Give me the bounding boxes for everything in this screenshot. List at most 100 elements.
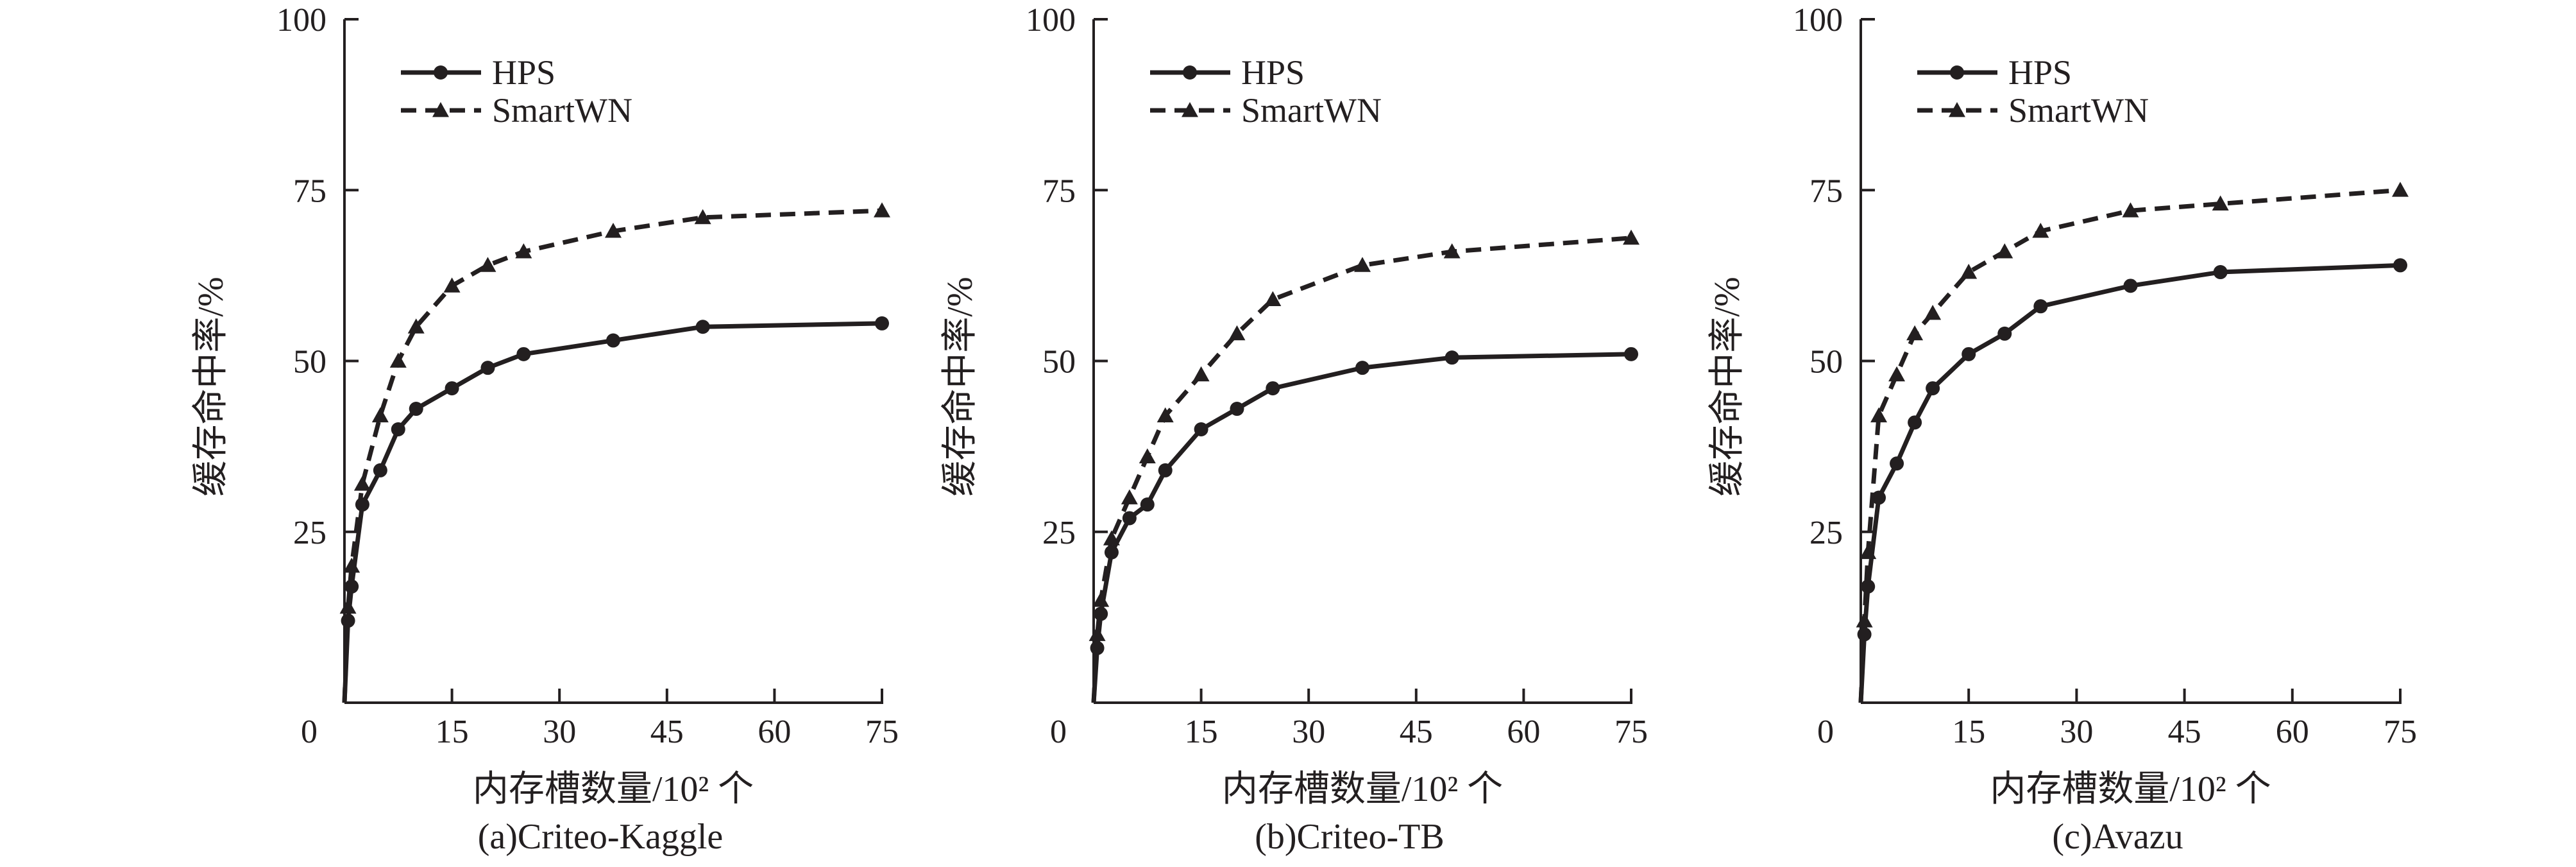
data-point bbox=[1158, 463, 1173, 477]
data-point bbox=[1962, 347, 1976, 361]
legend-label: HPS bbox=[1241, 53, 1305, 92]
data-point bbox=[1122, 511, 1137, 526]
x-tick-label: 15 bbox=[1952, 714, 1985, 750]
data-point bbox=[1089, 626, 1106, 641]
x-tick-label: 30 bbox=[1292, 714, 1325, 750]
y-axis-title: 缓存命中率/% bbox=[1707, 277, 1747, 496]
series-line bbox=[342, 208, 883, 703]
data-point bbox=[443, 277, 461, 293]
data-point bbox=[373, 463, 387, 477]
series-hps bbox=[341, 316, 889, 703]
origin-label: 0 bbox=[1050, 714, 1067, 750]
data-point bbox=[1960, 264, 1978, 279]
y-tick-label: 25 bbox=[293, 515, 326, 551]
y-tick-label: 25 bbox=[1042, 515, 1076, 551]
data-point bbox=[2393, 258, 2407, 273]
data-point bbox=[1264, 291, 1282, 307]
data-point bbox=[1355, 361, 1369, 375]
x-tick-label: 60 bbox=[2276, 714, 2309, 750]
data-point bbox=[1872, 490, 1886, 505]
data-point bbox=[1443, 243, 1461, 259]
data-point bbox=[1140, 497, 1155, 512]
data-point bbox=[605, 223, 622, 238]
legend-marker bbox=[1183, 65, 1197, 80]
chart-panel-2: 25 50 75 100 0 15 30 45 60 75 内存槽数量/10² 个 缓存命中率/% (b… bbox=[940, 2, 1648, 857]
y-tick-label: 50 bbox=[1809, 344, 1843, 381]
y-tick-label: 75 bbox=[1042, 173, 1076, 209]
data-point bbox=[353, 476, 371, 491]
data-point bbox=[391, 422, 405, 436]
legend-label: SmartWN bbox=[2008, 91, 2149, 130]
x-tick-label: 45 bbox=[1400, 714, 1433, 750]
series-smartwn bbox=[1089, 229, 1640, 703]
data-point bbox=[1906, 325, 1924, 341]
data-point bbox=[1266, 381, 1280, 396]
data-point bbox=[606, 333, 620, 348]
series-line bbox=[1091, 236, 1632, 703]
data-point bbox=[1121, 489, 1138, 504]
y-tick-label: 100 bbox=[1793, 2, 1843, 39]
data-point bbox=[343, 558, 360, 573]
data-point bbox=[1860, 544, 1877, 560]
legend-marker bbox=[1949, 102, 1965, 117]
y-axis-title: 缓存命中率/% bbox=[940, 277, 980, 496]
data-point bbox=[515, 243, 532, 259]
data-point bbox=[371, 407, 389, 423]
legend-marker bbox=[1950, 65, 1964, 80]
data-point bbox=[1092, 592, 1110, 607]
data-point bbox=[874, 202, 890, 218]
data-point bbox=[1139, 448, 1156, 463]
data-point bbox=[339, 598, 357, 614]
y-tick-label: 75 bbox=[293, 173, 326, 209]
origin-label: 0 bbox=[301, 714, 318, 750]
data-point bbox=[2213, 265, 2228, 280]
data-point bbox=[389, 352, 407, 368]
data-point bbox=[1445, 350, 1459, 365]
data-point bbox=[2392, 182, 2409, 197]
x-tick-label: 15 bbox=[1185, 714, 1218, 750]
data-point bbox=[1192, 366, 1210, 382]
x-axis-title: 内存槽数量/10² 个 bbox=[1222, 769, 1503, 809]
y-tick-label: 75 bbox=[1809, 173, 1843, 209]
x-tick-label: 60 bbox=[758, 714, 791, 750]
x-axis-title: 内存槽数量/10² 个 bbox=[473, 769, 754, 809]
y-tick-label: 100 bbox=[1026, 2, 1076, 39]
x-tick-label: 30 bbox=[2060, 714, 2093, 750]
data-point bbox=[479, 257, 496, 272]
origin-label: 0 bbox=[1817, 714, 1834, 750]
data-point bbox=[2123, 279, 2138, 293]
x-tick-label: 30 bbox=[543, 714, 576, 750]
data-point bbox=[1857, 627, 1872, 642]
data-point bbox=[875, 316, 889, 330]
chart-panel-3: 25 50 75 100 0 15 30 45 60 75 内存槽数量/10² 个 缓存命中率/% (c… bbox=[1707, 2, 2417, 857]
data-point bbox=[516, 347, 531, 361]
data-point bbox=[1888, 366, 1906, 382]
y-axis-title: 缓存命中率/% bbox=[191, 277, 231, 496]
series-hps bbox=[1857, 258, 2407, 703]
x-tick-label: 75 bbox=[2384, 714, 2417, 750]
x-tick-label: 45 bbox=[2168, 714, 2201, 750]
x-tick-label: 75 bbox=[1614, 714, 1648, 750]
data-point bbox=[1624, 347, 1638, 361]
data-point bbox=[1354, 257, 1371, 272]
y-tick-label: 100 bbox=[276, 2, 326, 39]
y-tick-label: 50 bbox=[293, 344, 326, 381]
data-point bbox=[695, 320, 710, 334]
data-point bbox=[1194, 422, 1208, 436]
series-smartwn bbox=[1856, 182, 2409, 703]
y-tick-label: 25 bbox=[1809, 515, 1843, 551]
series-hps bbox=[1090, 347, 1638, 703]
legend-marker bbox=[432, 102, 449, 117]
series-line bbox=[1858, 262, 2401, 703]
data-point bbox=[1890, 456, 1904, 471]
series-line bbox=[1091, 352, 1632, 703]
data-point bbox=[480, 361, 495, 375]
legend-marker bbox=[434, 65, 448, 80]
data-point bbox=[1103, 530, 1120, 545]
data-point bbox=[1228, 325, 1246, 341]
data-point bbox=[1870, 407, 1888, 423]
data-point bbox=[445, 381, 459, 396]
x-tick-label: 75 bbox=[865, 714, 899, 750]
